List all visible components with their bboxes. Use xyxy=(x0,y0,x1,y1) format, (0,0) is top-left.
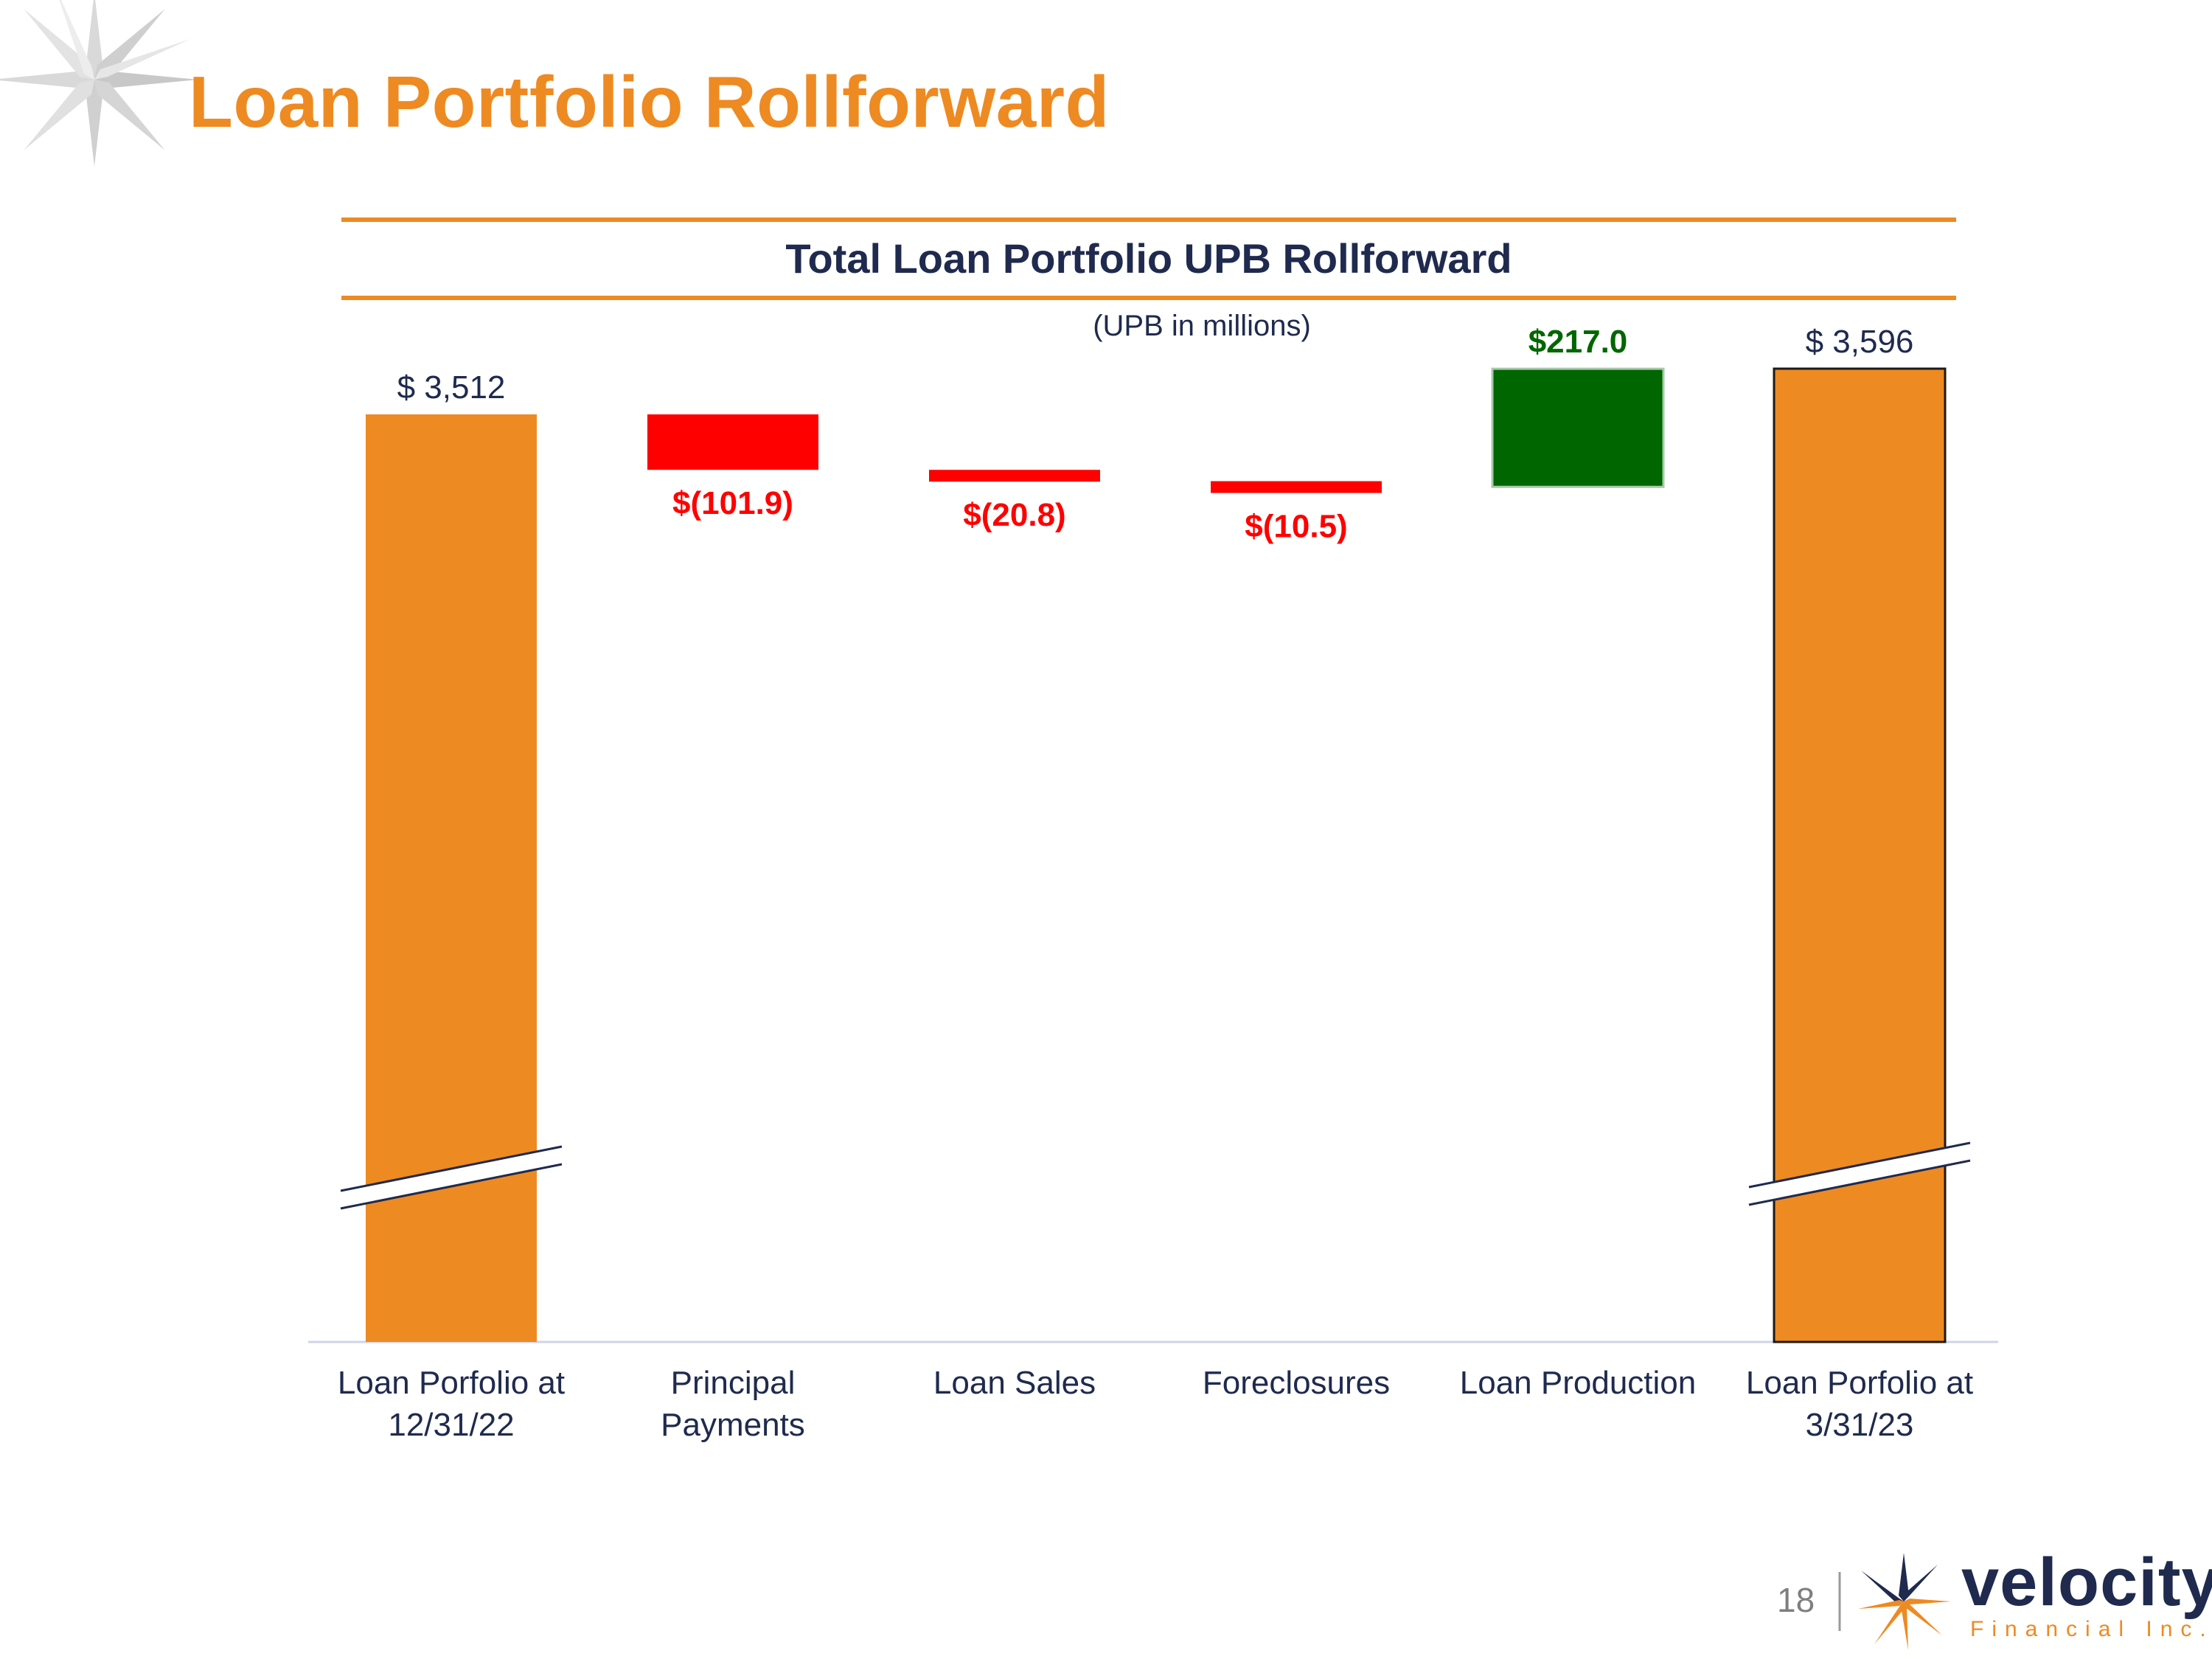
category-label-1-0: Principal xyxy=(671,1365,796,1401)
axis-break-line-top-0 xyxy=(340,1145,563,1192)
bar-0 xyxy=(366,414,537,1342)
chart-title: Total Loan Portfolio UPB Rollforward xyxy=(785,235,1512,282)
axis-break-band-1 xyxy=(1749,1143,1970,1205)
category-label-3-0: Foreclosures xyxy=(1203,1365,1390,1401)
decorative-star-icon xyxy=(0,0,198,167)
category-label-0-1: 12/31/22 xyxy=(388,1407,514,1443)
axis-break-line-bottom-0 xyxy=(340,1163,563,1210)
axis-break-line-bottom-1 xyxy=(1748,1159,1971,1206)
bar-5 xyxy=(1773,367,1947,1343)
value-label-3: $(10.5) xyxy=(1245,509,1347,545)
bar-4 xyxy=(1491,367,1665,488)
logo-wordmark: velocity xyxy=(1961,1545,2212,1620)
bar-3 xyxy=(1211,481,1382,493)
category-label-2-0: Loan Sales xyxy=(933,1365,1096,1401)
value-label-1: $(101.9) xyxy=(672,485,793,521)
value-label-0: $ 3,512 xyxy=(397,369,506,406)
category-label-1-1: Payments xyxy=(661,1407,805,1443)
axis-break-line-top-1 xyxy=(1748,1141,1971,1189)
page-number: 18 xyxy=(1777,1581,1815,1619)
value-label-2: $(20.8) xyxy=(963,497,1065,533)
category-label-0-0: Loan Porfolio at xyxy=(338,1365,565,1401)
value-label-5: $ 3,596 xyxy=(1806,324,1914,360)
axis-break-band-0 xyxy=(341,1147,562,1208)
category-label-5-1: 3/31/23 xyxy=(1806,1407,1914,1443)
slide-title: Loan Portfolio Rollforward xyxy=(189,61,1110,142)
category-label-5-0: Loan Porfolio at xyxy=(1746,1365,1973,1401)
velocity-logo-icon xyxy=(1858,1553,1951,1650)
bar-2 xyxy=(929,470,1100,482)
bar-1 xyxy=(647,414,818,470)
value-label-4: $217.0 xyxy=(1528,324,1628,360)
chart-subtitle: (UPB in millions) xyxy=(1093,310,1311,342)
page-number-divider xyxy=(1838,1572,1841,1631)
logo-subtext: Financial Inc. xyxy=(1970,1617,2212,1641)
category-label-4-0: Loan Production xyxy=(1460,1365,1696,1401)
